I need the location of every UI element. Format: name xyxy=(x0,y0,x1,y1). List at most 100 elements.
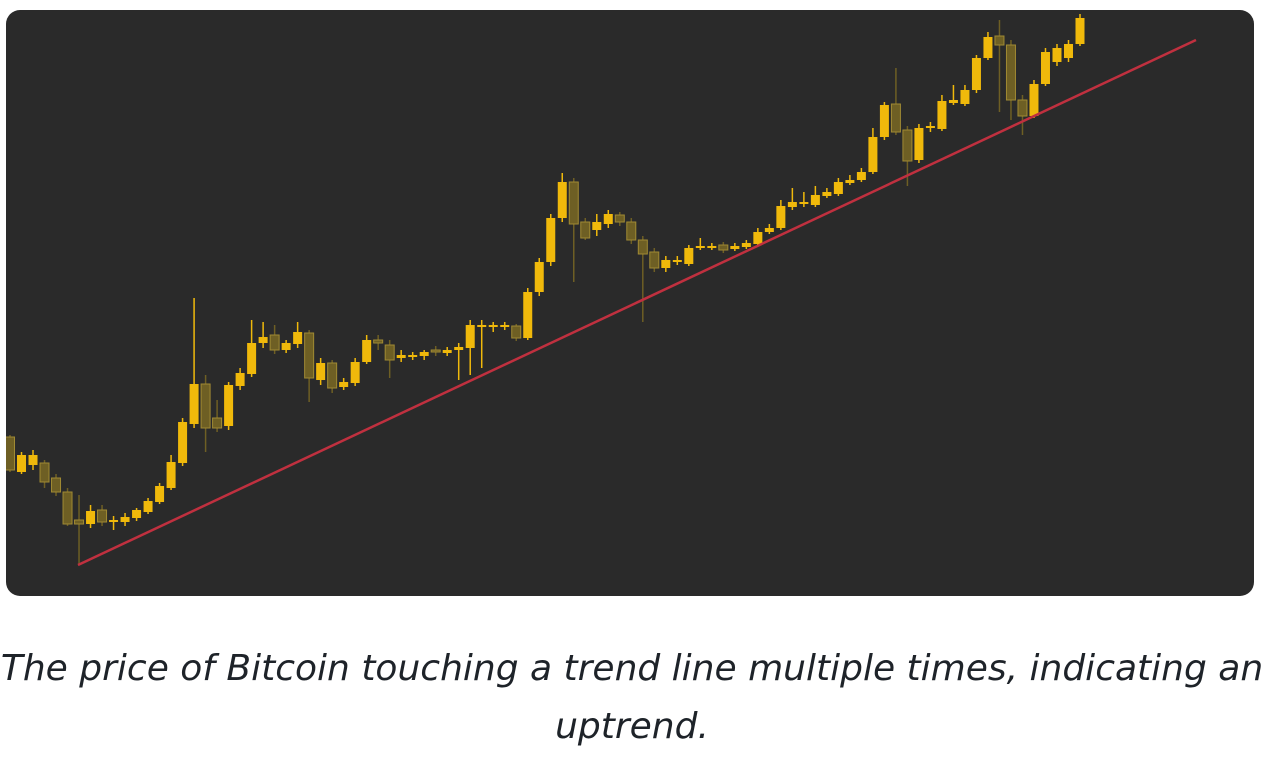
candle-body xyxy=(568,181,579,225)
candle-body xyxy=(97,509,108,523)
candle-body xyxy=(419,352,429,356)
candle-body xyxy=(983,37,993,58)
candle-body xyxy=(6,436,15,471)
candle-body xyxy=(316,363,326,380)
chart xyxy=(6,10,1254,596)
candle-body xyxy=(143,501,153,512)
candle-body xyxy=(994,35,1005,46)
candle-body xyxy=(948,100,958,103)
candle-body xyxy=(120,517,130,522)
candle-body xyxy=(293,332,303,344)
candle-body xyxy=(350,362,360,383)
candle-body xyxy=(776,206,786,228)
candle-body xyxy=(925,126,935,128)
candle-body xyxy=(1063,44,1073,58)
candle-body xyxy=(362,340,372,362)
candle-body xyxy=(718,244,729,251)
candle-body xyxy=(235,373,245,386)
candle-body xyxy=(637,239,648,255)
chart-background xyxy=(6,10,1254,596)
candle-body xyxy=(672,260,682,262)
candle-body xyxy=(488,325,498,327)
candle-body xyxy=(247,343,257,374)
candle-body xyxy=(695,246,705,248)
candle-body xyxy=(281,343,291,350)
candle-body xyxy=(741,243,751,247)
candle-body xyxy=(74,519,85,525)
candle-body xyxy=(477,325,487,327)
candle-body xyxy=(960,90,970,104)
candle-body xyxy=(1017,99,1028,117)
candle-body xyxy=(626,221,637,241)
candle-body xyxy=(799,202,809,204)
candle-body xyxy=(557,182,567,218)
plot xyxy=(6,14,1085,565)
candle-body xyxy=(661,260,671,268)
candle-body xyxy=(833,182,843,194)
candle-body xyxy=(132,510,142,518)
candle-body xyxy=(62,491,73,525)
candle-body xyxy=(879,105,889,137)
candle-body xyxy=(166,462,176,488)
candle-body xyxy=(384,344,395,361)
candle-body xyxy=(155,486,165,502)
candle-body xyxy=(339,382,349,387)
candle-body xyxy=(534,262,544,292)
trend-line xyxy=(77,38,1197,567)
candle-body xyxy=(1075,18,1085,44)
candle-body xyxy=(1005,44,1016,101)
candle-body xyxy=(511,325,522,339)
candle-body xyxy=(845,180,855,183)
candle-body xyxy=(592,222,602,230)
candle-body xyxy=(442,350,452,353)
candle-body xyxy=(730,246,740,249)
candle-body xyxy=(580,221,591,239)
candle-body xyxy=(1029,84,1039,116)
candle-body xyxy=(523,292,533,338)
candle-body xyxy=(603,214,613,224)
candle-body xyxy=(454,347,464,350)
candle-body xyxy=(684,248,694,264)
candle-body xyxy=(856,172,866,180)
candle-body xyxy=(408,355,418,357)
candle-body xyxy=(902,129,913,162)
candle-body xyxy=(28,455,38,465)
candle-body xyxy=(396,355,406,358)
candle-body xyxy=(51,477,62,493)
candle-body xyxy=(614,214,625,223)
candle-body xyxy=(178,422,188,463)
candle-body xyxy=(200,383,211,429)
candle-body xyxy=(304,332,315,379)
candle-body xyxy=(17,455,27,472)
candle-body xyxy=(212,417,223,429)
candle-body xyxy=(373,339,384,344)
candle-body xyxy=(764,228,774,232)
candle-body xyxy=(810,195,820,205)
candle-body xyxy=(430,349,441,353)
candle-body xyxy=(787,202,797,207)
candle-body xyxy=(914,128,924,160)
candle-body xyxy=(868,137,878,172)
candle-body xyxy=(546,218,556,262)
candle-body xyxy=(753,232,763,244)
candle-body xyxy=(258,337,268,343)
candle-body xyxy=(1052,48,1062,62)
caption: The price of Bitcoin touching a trend li… xyxy=(0,648,1264,747)
candle-body xyxy=(109,520,119,522)
candle-body xyxy=(971,58,981,90)
candle-body xyxy=(224,385,234,426)
candle-body xyxy=(269,334,280,351)
candle-body xyxy=(189,384,199,424)
candle-body xyxy=(1040,52,1050,84)
candle-body xyxy=(86,511,96,524)
candle-body xyxy=(707,246,717,248)
candle-body xyxy=(937,101,947,129)
candle-body xyxy=(822,192,832,196)
candle-body xyxy=(500,325,510,327)
candle-body xyxy=(465,325,475,348)
candle-body xyxy=(649,251,660,269)
candle-body xyxy=(327,362,338,389)
candle-body xyxy=(890,103,901,133)
candle-body xyxy=(39,462,50,483)
